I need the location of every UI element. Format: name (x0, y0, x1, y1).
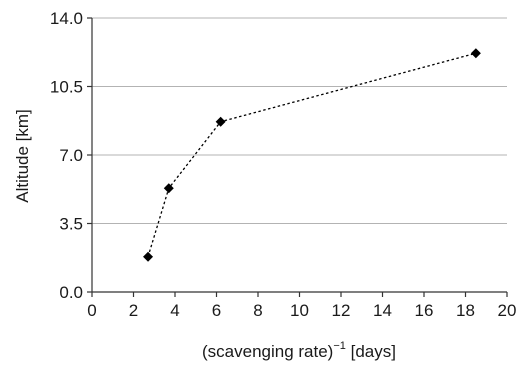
x-tick-label-4: 8 (253, 301, 262, 320)
y-tick-label-2: 7.0 (59, 146, 83, 165)
series-line-0 (147, 52, 477, 257)
x-tick-label-7: 14 (373, 301, 392, 320)
x-tick-label-8: 16 (415, 301, 434, 320)
x-axis-title-unit: [days] (346, 342, 396, 361)
data-point-2 (215, 116, 226, 127)
x-axis-ticks: 0 2 4 6 8 10 12 14 16 18 20 (87, 292, 516, 320)
data-point-3 (470, 48, 481, 59)
x-tick-label-6: 12 (332, 301, 351, 320)
x-axis-title: (scavenging rate)−1 [days] (202, 340, 396, 361)
x-tick-label-10: 20 (498, 301, 517, 320)
x-tick-label-3: 6 (212, 301, 221, 320)
x-tick-label-1: 2 (129, 301, 138, 320)
x-tick-label-0: 0 (87, 301, 96, 320)
y-tick-label-1: 3.5 (59, 215, 83, 234)
x-axis-title-superscript: −1 (333, 340, 346, 352)
data-series (143, 48, 481, 262)
data-point-1 (163, 183, 174, 194)
y-tick-label-4: 14.0 (50, 9, 83, 28)
x-axis-title-main: (scavenging rate) (202, 342, 333, 361)
grid-lines (92, 86, 507, 224)
x-tick-label-5: 10 (290, 301, 309, 320)
data-point-0 (143, 251, 154, 262)
x-tick-label-9: 18 (456, 301, 475, 320)
y-axis-title: Altitude [km] (13, 109, 32, 203)
x-tick-label-2: 4 (170, 301, 179, 320)
y-axis-ticks: 0.0 3.5 7.0 10.5 14.0 (50, 9, 92, 302)
y-tick-label-3: 10.5 (50, 78, 83, 97)
y-tick-label-0: 0.0 (59, 283, 83, 302)
